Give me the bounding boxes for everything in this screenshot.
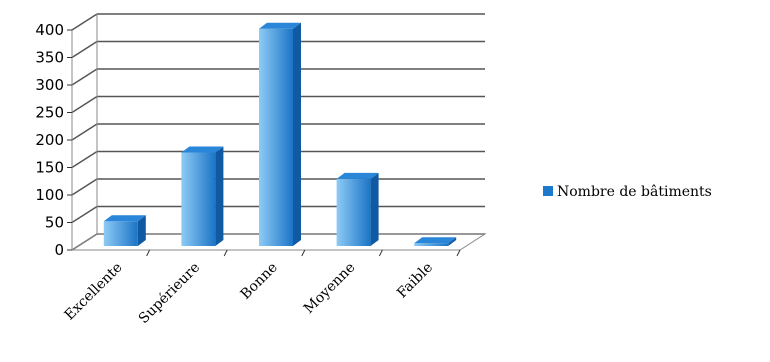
gridline-side — [71, 95, 98, 114]
bar-side — [448, 237, 457, 246]
y-tick-label: 350 — [35, 49, 64, 67]
bar-top — [103, 215, 146, 222]
y-tick-label: 50 — [45, 214, 64, 232]
bar — [259, 22, 301, 246]
chart-floor — [70, 233, 487, 251]
x-tick-label: Moyenne — [301, 260, 358, 317]
x-tick-mark — [378, 249, 383, 257]
gridline-side — [71, 40, 98, 59]
y-tick-label: 250 — [35, 104, 64, 122]
gridline-side — [71, 205, 98, 224]
bar-front — [103, 221, 138, 246]
x-axis-labels: Excellente Supérieure Bonne Moyenne Faible — [62, 249, 461, 327]
bar-side — [293, 22, 301, 246]
bar — [103, 215, 146, 246]
bar-top — [259, 22, 301, 29]
bar-top — [181, 146, 224, 153]
gridline-side — [71, 13, 98, 31]
bar-front — [259, 28, 293, 246]
x-tick-mark — [146, 249, 151, 257]
bar — [336, 172, 379, 246]
x-tick-mark — [301, 249, 306, 257]
x-tick-label: Bonne — [238, 260, 281, 303]
y-tick-label: 0 — [54, 241, 64, 259]
bar — [414, 237, 457, 246]
x-tick-mark — [456, 249, 461, 257]
bar-top — [336, 172, 379, 179]
y-tick-label: 300 — [35, 76, 64, 94]
y-tick-label: 100 — [35, 186, 64, 204]
bar-series — [103, 22, 457, 246]
gridline-side — [71, 150, 98, 169]
x-tick-label: Excellente — [62, 260, 126, 324]
x-tick-label: Faible — [394, 260, 436, 302]
bar-side — [215, 146, 224, 246]
x-tick-label: Supérieure — [136, 260, 203, 327]
gridline-side — [71, 123, 98, 141]
x-tick-mark — [223, 249, 228, 257]
bar-front — [414, 243, 449, 246]
bar — [181, 146, 224, 246]
legend: Nombre de bâtiments — [543, 184, 712, 200]
bar-front — [336, 178, 371, 246]
legend-label-series: Nombre de bâtiments — [557, 184, 712, 200]
bar-side — [137, 215, 146, 246]
y-tick-label: 150 — [35, 159, 64, 177]
legend-swatch — [543, 186, 553, 196]
bar-side — [370, 172, 379, 246]
y-axis-ticks: 0 50 100 150 200 250 300 350 400 — [35, 21, 72, 259]
bar-top — [414, 237, 457, 244]
gridline-side — [71, 68, 98, 86]
y-tick-label: 200 — [35, 131, 64, 149]
gridline-side — [71, 178, 98, 196]
y-tick-label: 400 — [35, 21, 64, 39]
bar-front — [181, 152, 216, 246]
